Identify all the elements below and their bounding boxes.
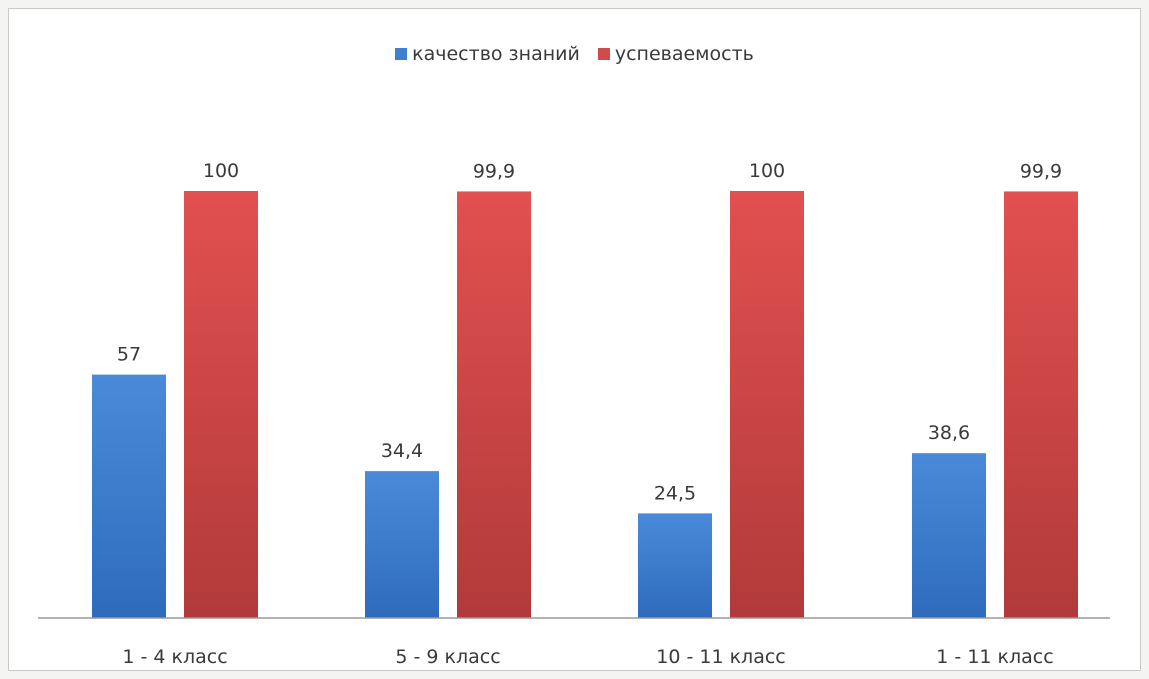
category-label-4: 1 - 11 класс (936, 646, 1053, 668)
bar-performance-1 (184, 191, 258, 618)
bar-performance-4 (1004, 191, 1078, 618)
legend: качество знаний успеваемость (0, 40, 1149, 68)
data-label-performance-3: 100 (749, 160, 785, 182)
bar-performance-2 (457, 191, 531, 618)
bar-quality-4 (912, 453, 986, 618)
category-label-1: 1 - 4 класс (122, 646, 227, 668)
legend-swatch-quality (395, 48, 408, 60)
data-label-performance-1: 100 (203, 160, 239, 182)
bars-group: 57 100 1 - 4 класс 34,4 99,9 5 - 9 класс 24,5 1… (92, 160, 1078, 668)
legend-label-performance: успеваемость (614, 43, 754, 65)
data-label-quality-3: 24,5 (654, 482, 696, 504)
legend-item-quality: качество знаний (395, 43, 580, 65)
data-label-quality-1: 57 (117, 344, 141, 366)
legend-label-quality: качество знаний (412, 43, 580, 65)
data-label-quality-4: 38,6 (928, 422, 970, 444)
data-label-performance-2: 99,9 (473, 160, 515, 182)
bar-quality-2 (365, 471, 439, 618)
data-label-quality-2: 34,4 (381, 440, 423, 462)
bar-quality-1 (92, 374, 166, 618)
category-label-2: 5 - 9 класс (395, 646, 500, 668)
bar-performance-3 (730, 191, 804, 618)
legend-swatch-performance (597, 48, 610, 60)
legend-item-performance: успеваемость (597, 43, 754, 65)
bar-quality-3 (638, 513, 712, 618)
category-label-3: 10 - 11 класс (656, 646, 785, 668)
data-label-performance-4: 99,9 (1020, 160, 1062, 182)
